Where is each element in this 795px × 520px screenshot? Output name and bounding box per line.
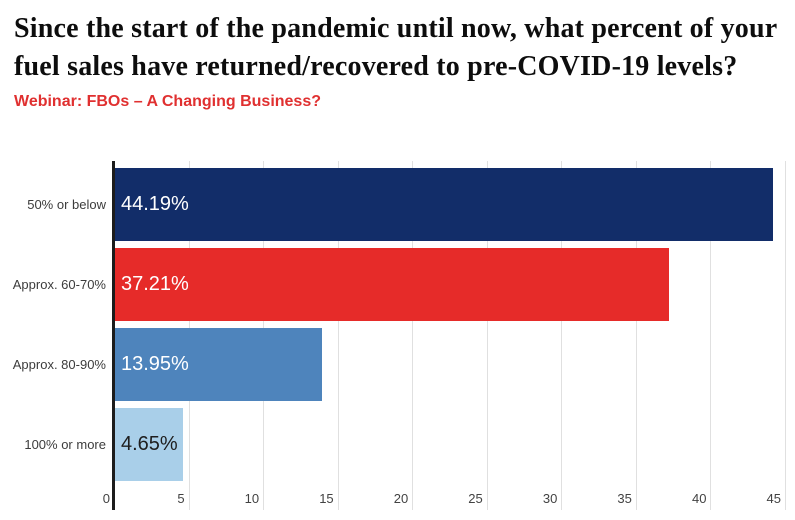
- chart-title: Since the start of the pandemic until no…: [14, 13, 777, 82]
- x-axis-tick-label: 35: [617, 491, 632, 506]
- category-label: 100% or more: [24, 437, 106, 452]
- x-axis-tick-label: 15: [319, 491, 334, 506]
- x-axis-tick-label: 20: [393, 491, 409, 506]
- gridline: [635, 161, 637, 510]
- bar: 37.21%: [115, 248, 669, 321]
- gridline: [561, 161, 563, 510]
- gridline: [710, 161, 712, 510]
- x-axis-tick-label: 10: [244, 491, 260, 506]
- bar: 4.65%: [115, 408, 184, 481]
- bar: 13.95%: [115, 328, 322, 401]
- bar-value-label: 44.19%: [121, 193, 189, 215]
- category-label: 50% or below: [27, 197, 106, 212]
- x-axis-tick-label: 30: [542, 491, 558, 506]
- horizontal-bar-chart: 0 5 10 15 20 25 30 35 40 45 44.19% 50% or below 37.2…: [0, 161, 795, 520]
- bar-value-label: 4.65%: [121, 433, 178, 455]
- gridline: [486, 161, 488, 510]
- chart-header: Since the start of the pandemic until no…: [14, 10, 789, 111]
- bar-value-label: 13.95%: [121, 353, 189, 375]
- x-axis-tick-label: 25: [468, 491, 483, 506]
- gridline: [337, 161, 339, 510]
- y-axis-line: [112, 161, 115, 510]
- bar: 44.19%: [115, 168, 773, 241]
- x-axis-tick-label: 45: [766, 491, 781, 506]
- x-axis-tick-label: 5: [177, 491, 185, 506]
- chart-subtitle: Webinar: FBOs – A Changing Business?: [14, 93, 321, 110]
- category-label: Approx. 60-70%: [12, 277, 106, 292]
- category-label: Approx. 80-90%: [12, 357, 106, 372]
- gridline: [785, 161, 786, 510]
- x-axis-tick-label: 0: [102, 491, 110, 506]
- gridline: [412, 161, 414, 510]
- x-axis-tick-label: 40: [691, 491, 707, 506]
- bar-value-label: 37.21%: [121, 273, 189, 295]
